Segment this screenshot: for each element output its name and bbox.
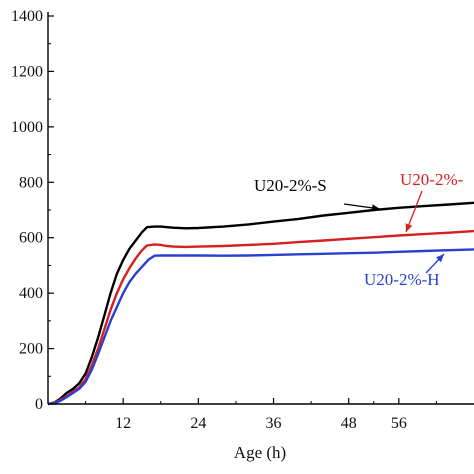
series-label-arrowhead-2 bbox=[436, 254, 444, 263]
series-label-0: U20-2%-S bbox=[254, 176, 327, 195]
x-tick-label-2: 36 bbox=[266, 415, 282, 432]
x-tick-label-3: 48 bbox=[341, 415, 357, 432]
y-tick-label-7: 1400 bbox=[11, 8, 43, 25]
series-label-1: U20-2%- bbox=[400, 170, 464, 189]
y-tick-label-3: 600 bbox=[19, 230, 43, 247]
x-tick-label-0: 12 bbox=[115, 415, 131, 432]
series-label-arrowhead-1 bbox=[405, 223, 413, 232]
y-tick-label-6: 1200 bbox=[11, 63, 43, 80]
series-line-1 bbox=[47, 229, 474, 406]
x-tick-label-1: 24 bbox=[190, 415, 206, 432]
series-layer bbox=[47, 201, 474, 406]
y-tick-label-2: 400 bbox=[19, 285, 43, 302]
series-line-2 bbox=[47, 248, 474, 406]
x-tick-label-4: 56 bbox=[391, 415, 407, 432]
series-label-arrowhead-0 bbox=[371, 204, 380, 212]
x-axis-title: Age (h) bbox=[234, 443, 286, 462]
labels-layer: U20-2%-S U20-2%- U20-2%-H bbox=[254, 170, 464, 289]
axes-layer: 0 200 400 600 800 1000 1200 1400 12 24 36 48 56 bbox=[11, 8, 474, 432]
series-label-2: U20-2%-H bbox=[364, 270, 440, 289]
y-tick-label-0: 0 bbox=[35, 396, 43, 413]
y-tick-label-5: 1000 bbox=[11, 119, 43, 136]
y-tick-label-4: 800 bbox=[19, 174, 43, 191]
y-tick-label-1: 200 bbox=[19, 341, 43, 358]
series-line-0 bbox=[47, 201, 474, 406]
